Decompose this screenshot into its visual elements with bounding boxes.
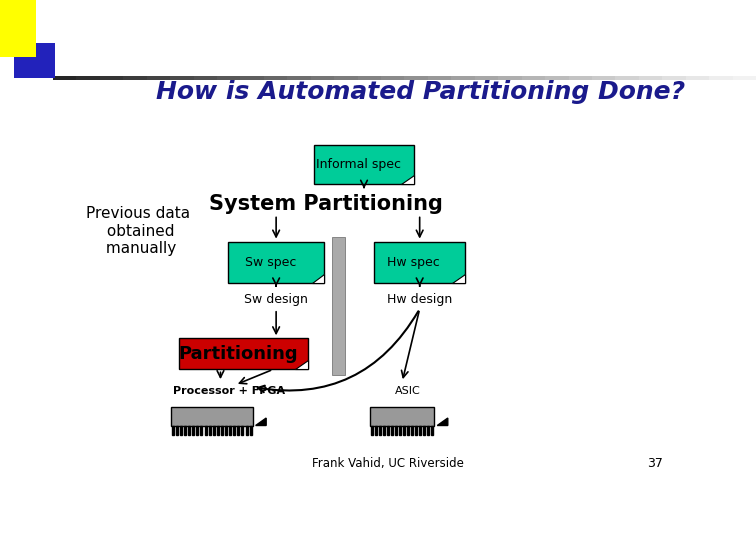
Bar [172,426,174,435]
Bar [217,426,218,435]
Bar [205,426,206,435]
Bar [387,426,389,435]
Bar [249,426,252,435]
Bar [246,426,247,435]
Bar [395,426,397,435]
Bar [415,426,417,435]
Bar [423,426,426,435]
Bar [225,426,227,435]
Text: Processor + FPGA: Processor + FPGA [173,386,285,396]
Text: Partitioning: Partitioning [178,345,298,363]
FancyArrowPatch shape [258,311,418,392]
Bar [399,426,401,435]
Bar [179,338,308,369]
Polygon shape [452,274,465,283]
Bar [176,426,178,435]
Text: Sw design: Sw design [244,293,308,306]
Text: How is Automated Partitioning Done?: How is Automated Partitioning Done? [156,80,685,104]
Bar [379,426,381,435]
Text: ASIC: ASIC [395,386,421,396]
Polygon shape [256,418,266,426]
Bar [332,238,345,375]
Bar [188,426,191,435]
Text: System Partitioning: System Partitioning [209,194,443,214]
Polygon shape [311,274,324,283]
Bar [411,426,414,435]
Bar [375,426,377,435]
Bar [197,426,198,435]
Bar [374,241,465,283]
Bar [200,426,203,435]
Text: 37: 37 [647,457,663,470]
Bar [229,426,231,435]
Polygon shape [401,175,414,184]
Bar [237,426,240,435]
Text: Previous data
 obtained
 manually: Previous data obtained manually [86,206,191,256]
Bar [228,241,324,283]
Bar [221,426,223,435]
Polygon shape [437,418,448,426]
Bar [370,407,434,426]
Bar [241,426,243,435]
Polygon shape [296,360,308,369]
Bar [383,426,385,435]
Bar [233,426,235,435]
Bar [314,145,414,184]
Bar [171,407,253,426]
Bar [403,426,405,435]
Bar [391,426,393,435]
Bar [427,426,429,435]
Bar [180,426,182,435]
Bar [371,426,373,435]
Text: Hw spec: Hw spec [387,256,440,269]
Bar [432,426,433,435]
Bar [192,426,194,435]
Text: Hw design: Hw design [387,293,452,306]
Bar [184,426,186,435]
Bar [407,426,409,435]
Bar [209,426,211,435]
Bar [212,426,215,435]
Text: Frank Vahid, UC Riverside: Frank Vahid, UC Riverside [311,457,463,470]
Text: Sw spec: Sw spec [245,256,296,269]
Text: Informal spec: Informal spec [316,158,401,171]
Bar [420,426,421,435]
